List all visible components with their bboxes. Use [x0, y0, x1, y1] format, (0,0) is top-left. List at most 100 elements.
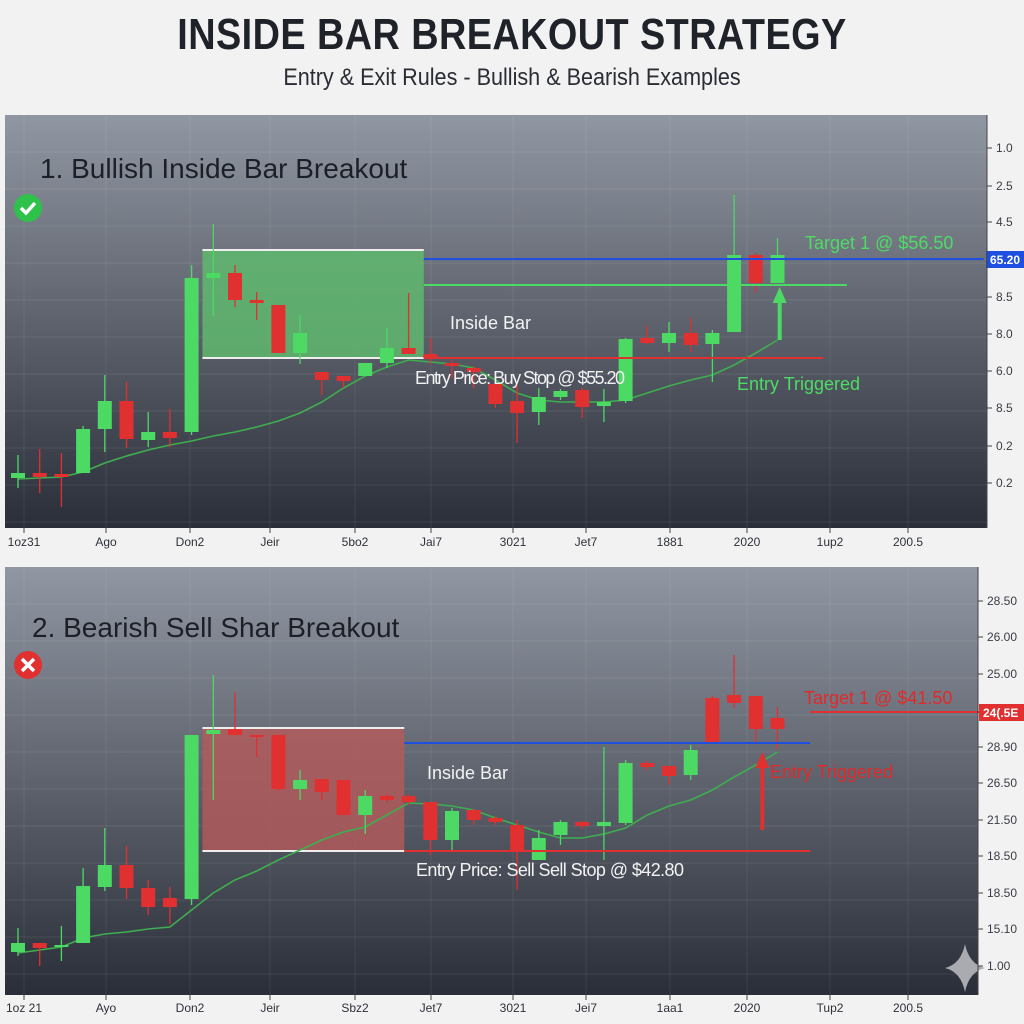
plot-background	[5, 567, 978, 995]
candle-body	[358, 796, 373, 815]
y-tick-label: 1.0	[996, 141, 1013, 155]
candle-body	[727, 255, 742, 332]
candle-body	[76, 429, 91, 473]
x-tick-label: 1881	[657, 535, 684, 549]
x-tick-label: 1oz 21	[6, 1001, 42, 1015]
target-label: Target 1 @ $56.50	[805, 233, 953, 253]
candle-body	[119, 865, 134, 888]
y-tick-label: 26.00	[987, 630, 1017, 644]
page-title: INSIDE BAR BREAKOUT STRATEGY	[177, 10, 847, 59]
arrow-up-icon	[772, 287, 787, 303]
candle-body	[271, 735, 286, 789]
inside-bar-label: Inside Bar	[427, 763, 508, 783]
candle-body	[249, 300, 264, 303]
candle-body	[705, 698, 720, 742]
candle-body	[640, 338, 655, 343]
x-tick-label: Don2	[176, 535, 205, 549]
x-tick-label: 1oz31	[8, 535, 41, 549]
candle-body	[705, 333, 720, 344]
candle-body	[466, 810, 481, 820]
x-tick-label: Jai7	[420, 535, 442, 549]
candle-body	[54, 945, 69, 947]
candle-body	[379, 796, 394, 800]
candle-body	[141, 888, 156, 907]
x-tick-label: Jet7	[420, 1001, 443, 1015]
x-tick-label: Don2	[176, 1001, 205, 1015]
y-tick-label: 18.50	[987, 849, 1017, 863]
candle-body	[531, 838, 546, 860]
candle-body	[228, 273, 242, 300]
page-subtitle: Entry & Exit Rules - Bullish & Bearish E…	[283, 64, 741, 91]
x-tick-label: 5bo2	[342, 535, 369, 549]
price-badge-text: 65.20	[990, 253, 1020, 267]
check-circle-icon	[14, 194, 42, 222]
candle-body	[206, 730, 221, 734]
candle-body	[97, 865, 112, 887]
candle-body	[336, 780, 351, 815]
candle-body	[401, 348, 416, 354]
panel-title: 1. Bullish Inside Bar Breakout	[40, 153, 408, 184]
candle-body	[531, 397, 546, 412]
candle-body	[11, 943, 25, 952]
candle-body	[32, 943, 47, 948]
candle-body	[662, 766, 676, 776]
candle-body	[119, 401, 134, 439]
moving-average-line	[17, 751, 778, 954]
x-tick-label: Jei7	[575, 1001, 597, 1015]
candle-body	[575, 390, 590, 407]
x-tick-label: Ayo	[96, 1001, 117, 1015]
price-badge	[979, 704, 1024, 721]
y-tick-label: 8.5	[996, 290, 1013, 304]
x-tick-label: 200.5	[893, 1001, 923, 1015]
candle-body	[488, 384, 503, 404]
candle-body	[423, 354, 438, 358]
candle-body	[271, 305, 286, 353]
y-tick-label: 28.50	[987, 594, 1017, 608]
y-tick-label: 8.0	[996, 327, 1013, 341]
y-tick-label: 2.5	[996, 179, 1013, 193]
candle-body	[662, 333, 676, 343]
candle-body	[249, 735, 264, 737]
candle-body	[228, 729, 242, 735]
y-tick-label: 21.50	[987, 813, 1017, 827]
candle-body	[748, 696, 763, 729]
y-tick-label: 1.00	[987, 959, 1011, 973]
y-tick-label: 15.10	[987, 922, 1017, 936]
y-tick-label: 26.50	[987, 776, 1017, 790]
y-tick-label: 28.90	[987, 740, 1017, 754]
x-tick-label: 2020	[734, 1001, 761, 1015]
moving-average-line	[17, 339, 778, 480]
x-circle-icon	[14, 651, 42, 679]
x-tick-label: 1aa1	[657, 1001, 684, 1015]
candle-body	[358, 363, 373, 376]
candle-body	[727, 695, 742, 703]
candle-body	[510, 825, 525, 851]
x-tick-label: Jet7	[575, 535, 598, 549]
panel-title: 2. Bearish Sell Shar Breakout	[32, 612, 400, 643]
x-tick-label: Tup2	[817, 1001, 844, 1015]
price-badge-text: 24(.5E	[983, 706, 1018, 720]
candle-body	[553, 391, 568, 397]
x-tick-label: 2020	[734, 535, 761, 549]
candle-body	[445, 363, 459, 366]
inside-bar-label: Inside Bar	[450, 313, 531, 333]
x-tick-label: Jeir	[260, 1001, 279, 1015]
y-tick-label: 25.00	[987, 667, 1017, 681]
bullish-chart-panel: 1. Bullish Inside Bar Breakout Inside Ba…	[5, 115, 1024, 549]
candle-body	[379, 348, 394, 363]
entry-triggered-label: Entry Triggered	[770, 762, 893, 782]
candle-body	[162, 432, 177, 438]
candle-body	[553, 822, 568, 835]
y-tick-label: 8.5	[996, 401, 1013, 415]
candle-body	[314, 779, 329, 792]
inside-bar-box	[202, 728, 405, 851]
candle-body	[618, 339, 633, 401]
y-tick-label: 0.2	[996, 439, 1013, 453]
candle-body	[423, 802, 438, 840]
candle-body	[445, 811, 459, 840]
candle-body	[596, 402, 611, 406]
candle-body	[11, 473, 25, 478]
x-tick-label: Ago	[95, 535, 117, 549]
candle-body	[640, 763, 655, 767]
inside-bar-box	[202, 250, 424, 358]
